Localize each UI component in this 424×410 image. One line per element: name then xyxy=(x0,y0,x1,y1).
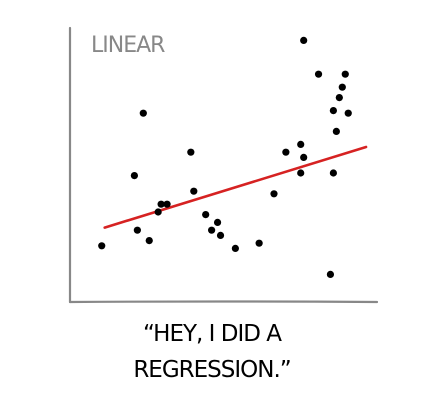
data-point xyxy=(231,244,239,252)
data-point xyxy=(154,208,162,216)
regression-line xyxy=(103,145,368,229)
data-point xyxy=(163,200,171,208)
data-point xyxy=(190,187,198,195)
data-point xyxy=(329,169,337,177)
caption-line-2: REGRESSION.” xyxy=(133,357,290,383)
points-layer xyxy=(98,36,352,278)
data-point xyxy=(338,83,346,91)
data-point xyxy=(213,218,222,226)
data-point xyxy=(297,140,305,148)
data-point xyxy=(145,237,153,245)
data-point xyxy=(341,70,349,78)
caption-line-1: “HEY, I DID A xyxy=(143,321,282,347)
data-point xyxy=(332,127,340,135)
data-point xyxy=(344,109,352,117)
data-point xyxy=(326,270,335,278)
data-point xyxy=(335,94,343,102)
data-point xyxy=(300,36,308,45)
data-point xyxy=(130,172,138,180)
chart-title: LINEAR xyxy=(91,33,165,58)
regression-layer xyxy=(103,145,368,229)
data-point xyxy=(98,242,106,250)
data-point xyxy=(297,169,305,177)
data-point xyxy=(329,107,337,115)
data-point xyxy=(133,226,141,234)
data-point xyxy=(300,153,308,161)
data-point xyxy=(216,231,225,239)
data-point xyxy=(255,239,263,247)
x-axis xyxy=(68,300,379,304)
data-point xyxy=(208,226,216,234)
data-point xyxy=(139,109,147,117)
data-point xyxy=(202,211,210,219)
data-point xyxy=(187,148,195,156)
data-point xyxy=(314,70,323,78)
data-point xyxy=(270,190,278,198)
data-point xyxy=(157,200,165,208)
data-point xyxy=(282,148,290,156)
